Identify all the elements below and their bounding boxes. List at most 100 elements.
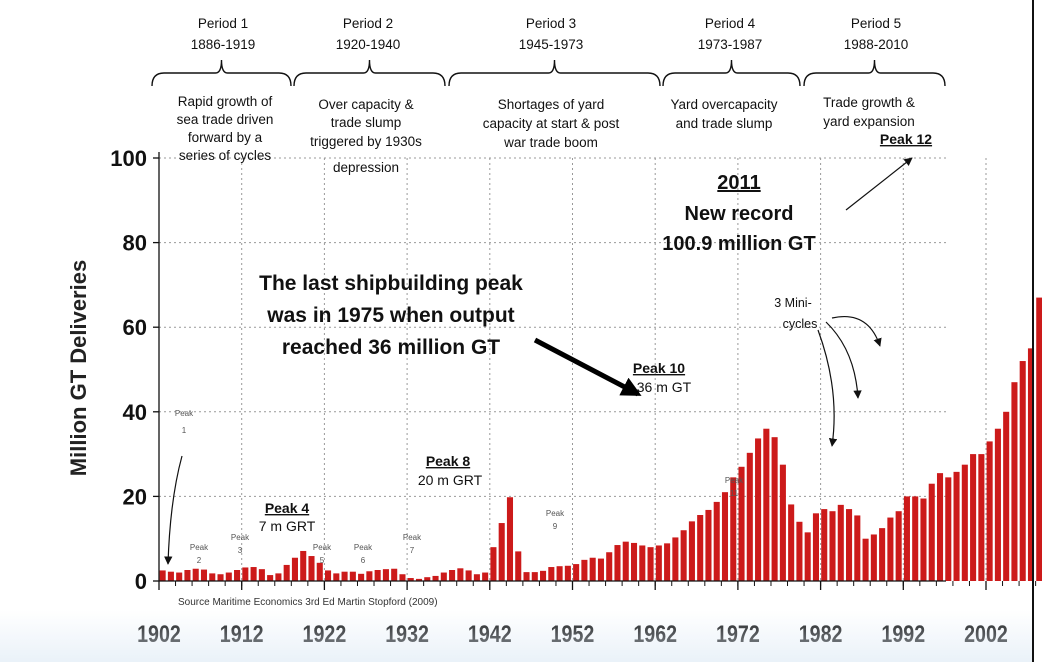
bar-1972 [738,466,745,581]
bar-2004 [1003,411,1010,581]
major-peak-labels: Peak 4 7 m GRT Peak 8 20 m GRT Peak 10 3… [259,131,933,534]
bar-1989 [879,528,886,581]
bar-1980 [804,532,811,581]
bar-1968 [705,509,712,581]
bar-1912 [242,567,249,581]
period-2-desc-line: triggered by 1930s [310,134,422,149]
peak-4-sub: 7 m GRT [259,518,316,534]
bar-1974 [755,438,762,581]
bar-1914 [258,569,265,581]
bar-1993 [912,496,919,581]
period-5-desc-line: Trade growth & [823,95,915,110]
period-3-title: Period 3 [526,16,576,31]
bar-1965 [680,530,687,581]
peak-1-label: Peak [175,409,194,418]
peak-9-number: 9 [553,522,558,531]
period-2-desc-line: trade slump [331,115,402,130]
bar-1921 [316,562,323,581]
bar-1956 [606,552,613,581]
bar-1928 [374,570,381,581]
mini-cycle-arrow-3 [831,316,882,347]
bar-2003 [994,428,1001,581]
bar-1971 [730,477,737,581]
bar-2000 [970,454,977,581]
bar-1975 [763,428,770,581]
bar-1937 [449,570,456,581]
bar-1933 [415,578,423,581]
period-3-brace [448,59,661,87]
y-tick-label: 80 [123,231,147,256]
bar-1990 [887,517,894,581]
bar-2006 [1019,361,1026,581]
peak-5-number: 5 [320,556,325,565]
peak-12-title: Peak 12 [880,131,932,147]
period-5-years: 1988-2010 [844,37,909,52]
period-1-years: 1886-1919 [191,37,256,52]
bar-1967 [697,515,704,581]
record-year: 2011 [717,172,760,194]
bar-1936 [440,572,447,581]
bar-1924 [341,571,348,581]
bar-1931 [399,574,406,581]
bar-1969 [713,501,720,581]
bar-1970 [721,492,729,581]
bar-1929 [382,569,389,581]
record-line-1: New record [685,203,794,225]
period-2-years: 1920-1940 [336,37,401,52]
last-peak-annotation: The last shipbuilding peak was in 1975 w… [259,272,523,359]
bar-1985 [846,509,853,581]
period-3-desc-line: war trade boom [503,135,598,150]
bar-1947 [531,572,538,581]
peak-11-number: 11 [730,489,739,498]
bar-1953 [581,559,588,581]
bar-1982 [821,509,828,581]
peak-6-label: Peak [354,543,373,552]
bar-1907 [200,569,208,581]
period-2-brace [293,59,446,87]
bar-1995 [928,483,935,581]
peak-7-label: Peak [403,533,422,542]
bar-1981 [812,513,819,581]
peak-10-title: Peak 10 [633,360,685,376]
period-4-desc-line: and trade slump [676,116,773,131]
bar-1996 [936,473,944,581]
bar-1923 [333,573,340,581]
bar-1988 [870,534,877,581]
period-1-desc-line: series of cycles [179,148,272,163]
bar-1951 [564,565,571,581]
bar-1978 [788,504,795,581]
bar-1991 [895,511,902,581]
period-headers: Period 1 1886-1919 Period 2 1920-1940 Pe… [191,16,909,52]
mini-cycle-arrow-1 [817,329,838,447]
bar-1903 [167,571,174,581]
period-4-brace [662,59,801,87]
bar-1916 [275,573,282,581]
bar-1954 [589,557,596,581]
bar-1932 [407,578,414,581]
period-1-title: Period 1 [198,16,248,31]
bar-1963 [664,543,671,581]
bar-2008 [1036,297,1042,581]
bar-1930 [391,568,398,581]
period-descriptions: Rapid growth of sea trade driven forward… [177,94,915,175]
bar-1984 [837,504,844,581]
bar-1944 [506,497,514,581]
bar-1946 [523,572,530,581]
bar-1913 [250,567,257,581]
peak-10-sub: 36 m GT [637,379,692,395]
mini-cycles-line-1: 3 Mini- [774,296,812,310]
bar-1927 [366,571,373,581]
period-2-desc-line: Over capacity & [318,97,413,112]
bar-1925 [349,571,356,581]
bar-1979 [796,521,803,581]
period-4-desc-line: Yard overcapacity [670,97,777,112]
bar-1958 [622,541,629,581]
grid-lines [158,157,987,581]
y-tick-label: 0 [135,569,147,594]
bar-1943 [498,523,505,581]
peak-1-number: 1 [182,426,187,435]
period-1-desc-line: forward by a [188,130,263,145]
peak-4-title: Peak 4 [265,500,310,516]
peak-11-label: Peak [725,476,744,485]
